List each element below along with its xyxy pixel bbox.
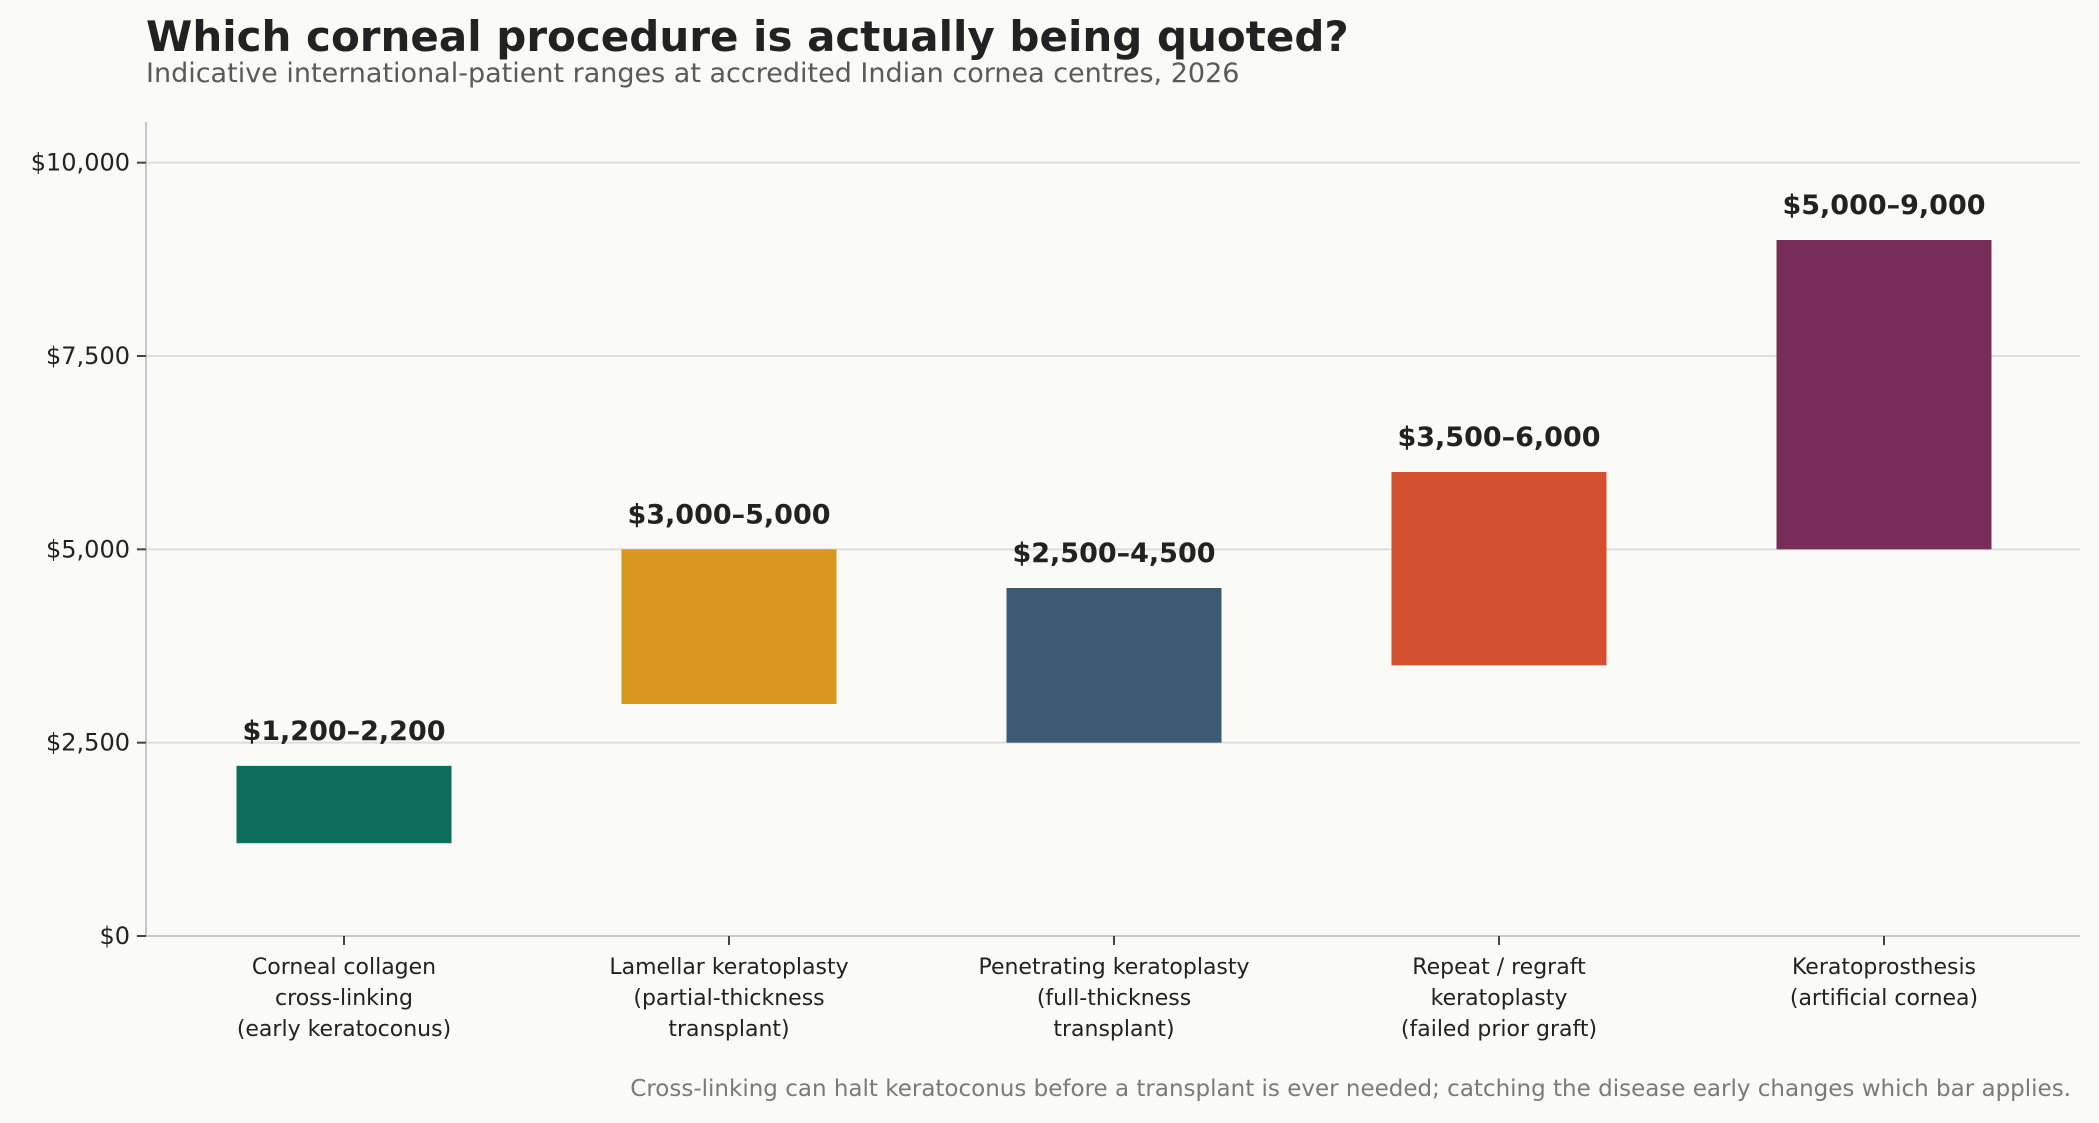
y-axis-ticks: $0 $2,500 $5,000 $7,500 $10,000: [31, 149, 146, 950]
y-tick-label: $7,500: [46, 342, 130, 370]
y-tick-label: $5,000: [46, 535, 130, 563]
data-label: $3,000–5,000: [627, 499, 830, 530]
x-axis-ticks: Corneal collagen cross-linking (early kera…: [237, 936, 1978, 1042]
range-bar: [1006, 588, 1222, 743]
data-labels: $1,200–2,200 $3,000–5,000 $2,500–4,500 $3,5…: [242, 190, 1985, 747]
chart-footnote: Cross-linking can halt keratoconus befor…: [630, 1076, 2071, 1102]
range-bar: [1776, 240, 1992, 550]
x-tick-label: Corneal collagen cross-linking (early kera…: [237, 955, 451, 1042]
range-bars: [236, 240, 1992, 844]
range-bar: [621, 549, 837, 704]
range-bar: [1391, 472, 1607, 666]
y-tick-label: $0: [99, 922, 130, 950]
data-label: $3,500–6,000: [1397, 422, 1600, 453]
range-bar: [236, 765, 452, 844]
x-tick-label: Penetrating keratoplasty (full-thickness t…: [978, 955, 1249, 1042]
y-tick-label: $2,500: [46, 729, 130, 757]
data-label: $1,200–2,200: [242, 716, 445, 747]
chart-title: Which corneal procedure is actually bein…: [146, 12, 1349, 61]
x-tick-label: Lamellar keratoplasty (partial-thickness t…: [609, 955, 848, 1042]
y-tick-label: $10,000: [31, 149, 130, 177]
chart-subtitle: Indicative international-patient ranges …: [146, 58, 1240, 89]
data-label: $5,000–9,000: [1782, 190, 1985, 221]
x-tick-label: Repeat / regraft keratoplasty (failed prio…: [1401, 955, 1597, 1042]
data-label: $2,500–4,500: [1012, 538, 1215, 569]
x-tick-label: Keratoprosthesis (artificial cornea): [1790, 955, 1978, 1011]
